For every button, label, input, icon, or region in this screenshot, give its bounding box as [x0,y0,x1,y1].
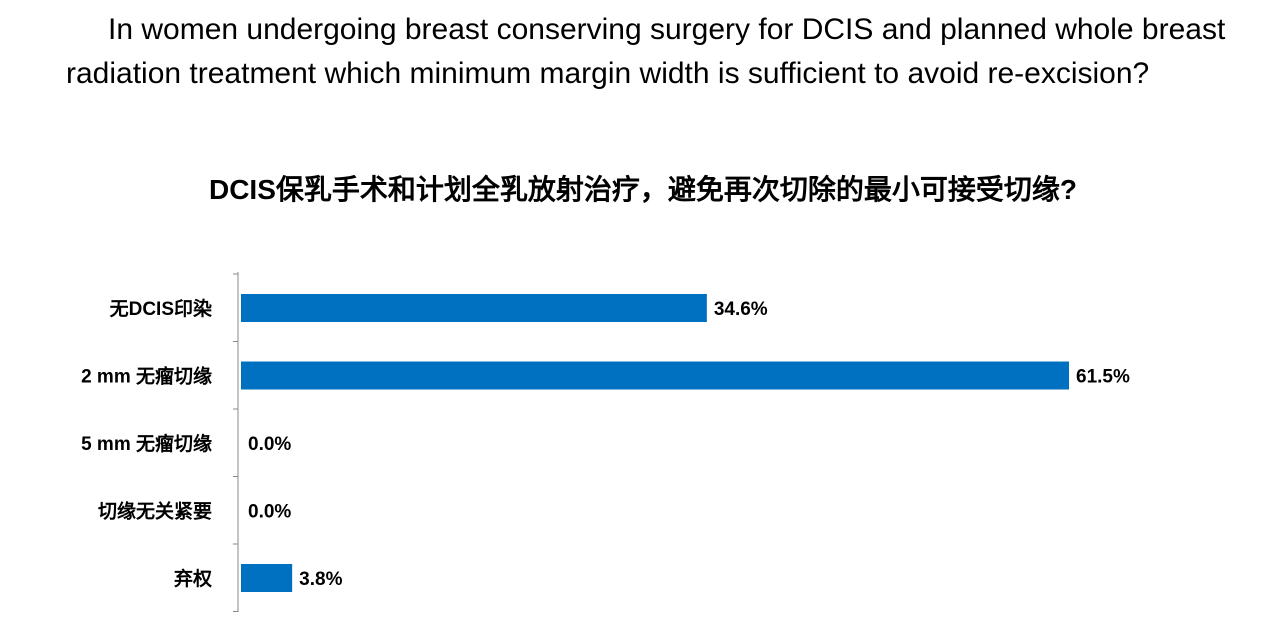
bar [241,294,707,322]
category-label: 5 mm 无瘤切缘 [81,432,212,455]
value-label: 34.6% [714,299,768,320]
category-label: 切缘无关紧要 [98,500,212,523]
category-label: 无DCIS印染 [110,297,212,320]
value-label: 0.0% [248,434,291,455]
chart-title: DCIS保乳手术和计划全乳放射治疗，避免再次切除的最小可接受切缘? [208,174,1077,205]
question-text: In women undergoing breast conserving su… [66,13,1226,90]
category-label: 2 mm 无瘤切缘 [81,365,212,388]
value-label: 0.0% [248,502,291,523]
value-label: 3.8% [299,569,342,590]
bar [241,564,293,592]
value-label: 61.5% [1076,367,1130,388]
bar [241,361,1069,390]
category-label: 弃权 [174,567,212,590]
